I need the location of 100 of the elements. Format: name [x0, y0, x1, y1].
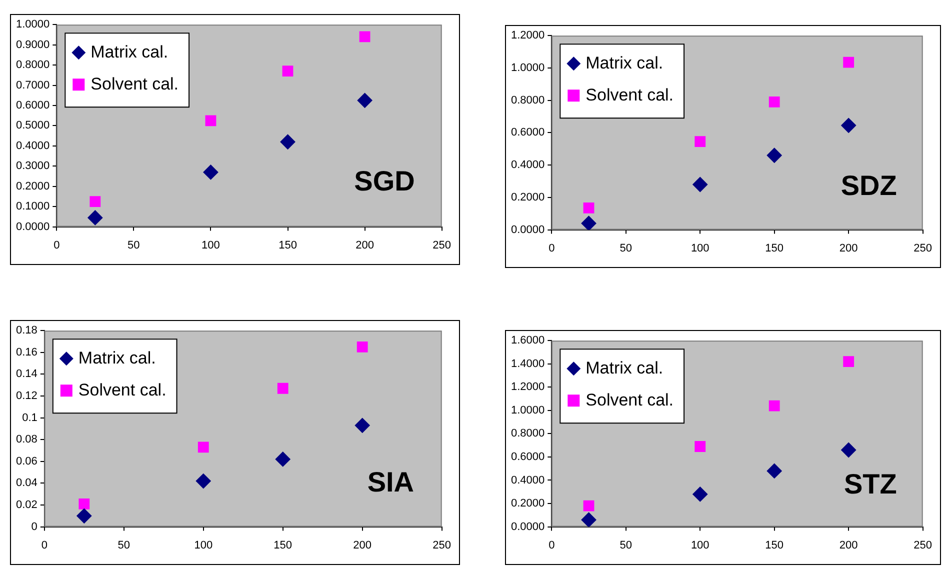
- point: [843, 356, 854, 367]
- legend-label: Solvent cal.: [586, 390, 674, 410]
- point: [203, 164, 218, 180]
- point: [198, 442, 209, 453]
- point: [196, 474, 211, 489]
- y-tick-label: 0: [31, 520, 38, 533]
- x-tick-label: 150: [274, 539, 292, 552]
- point: [90, 196, 101, 207]
- y-tick-label: 0.04: [16, 477, 38, 490]
- text: STZ: [844, 468, 897, 500]
- legend-label: Solvent cal.: [78, 380, 166, 400]
- y-tick-label: 0.8000: [510, 94, 545, 106]
- point: [277, 382, 288, 394]
- x-tick-label: 50: [128, 239, 140, 252]
- y-tick-label: 0.1: [22, 412, 38, 424]
- x-tick-label: 100: [690, 242, 710, 254]
- x-tick-label: 250: [914, 539, 932, 552]
- y-tick-label: 1.2000: [510, 30, 545, 42]
- x-tick-label: 250: [432, 239, 452, 252]
- legend-label: Solvent cal.: [90, 74, 179, 94]
- x-tick-label: 50: [118, 539, 130, 552]
- x-tick-label: 0: [548, 242, 555, 254]
- point: [583, 202, 594, 214]
- point: [694, 441, 706, 452]
- y-tick-label: 1.0000: [510, 404, 545, 416]
- y-tick-label: 0.6000: [510, 126, 545, 139]
- y-tick-label: 0.2000: [510, 191, 545, 204]
- y-tick-label: 0.9000: [16, 38, 50, 51]
- text: SDZ: [840, 170, 897, 201]
- point: [692, 176, 708, 192]
- y-tick-label: 0.8000: [510, 428, 545, 440]
- x-tick-label: 50: [620, 242, 632, 254]
- point: [356, 342, 368, 352]
- x-tick-label: 0: [548, 539, 555, 552]
- legend-label: Matrix cal.: [586, 53, 664, 72]
- y-tick-label: 0.5000: [16, 120, 50, 132]
- x-tick-label: 250: [432, 539, 452, 552]
- point: [841, 442, 856, 458]
- y-tick-label: 0.1000: [16, 200, 50, 213]
- point: [357, 92, 372, 108]
- x-tick-label: 150: [765, 539, 784, 552]
- y-tick-label: 1.0000: [510, 62, 545, 74]
- y-tick-label: 0.14: [16, 368, 38, 380]
- x-tick-label: 150: [765, 242, 784, 254]
- y-tick-label: 0.2000: [16, 180, 50, 192]
- y-tick-label: 0.4000: [510, 159, 545, 172]
- point: [768, 96, 780, 108]
- y-tick-label: 0.6000: [510, 451, 545, 464]
- x-tick-label: 200: [839, 539, 858, 552]
- point: [282, 66, 294, 77]
- x-tick-label: 100: [194, 539, 213, 552]
- y-tick-label: 0.2000: [510, 498, 545, 510]
- point: [766, 148, 782, 163]
- y-tick-label: 0.06: [16, 455, 38, 468]
- y-tick-label: 1.0000: [16, 18, 50, 31]
- y-tick-label: 0.3000: [16, 160, 50, 172]
- legend-label: Matrix cal.: [78, 348, 156, 368]
- y-tick-label: 0.6000: [16, 100, 50, 112]
- y-tick-label: 0.12: [16, 390, 38, 402]
- point: [694, 136, 706, 148]
- point: [768, 400, 780, 412]
- point: [581, 216, 596, 230]
- y-tick-label: 0.0000: [510, 520, 545, 533]
- y-tick-label: 0.0000: [16, 220, 50, 233]
- x-tick-label: 50: [620, 539, 632, 552]
- x-tick-label: 200: [353, 539, 372, 552]
- y-tick-label: 1.2000: [510, 381, 545, 394]
- point: [359, 31, 370, 42]
- point: [280, 134, 296, 150]
- point: [76, 508, 92, 524]
- point: [275, 452, 290, 467]
- y-tick-label: 0.4000: [510, 474, 545, 486]
- x-tick-label: 200: [839, 242, 858, 254]
- legend-label: Solvent cal.: [586, 85, 674, 104]
- y-tick-label: 0.18: [16, 324, 38, 337]
- y-tick-label: 0.0000: [510, 224, 545, 236]
- x-tick-label: 0: [54, 239, 60, 252]
- x-tick-label: 200: [356, 239, 374, 252]
- text: SIA: [367, 466, 414, 498]
- point: [581, 512, 596, 527]
- x-tick-label: 150: [278, 239, 297, 252]
- point: [78, 498, 90, 510]
- x-tick-label: 100: [690, 539, 710, 552]
- x-tick-label: 250: [914, 242, 932, 254]
- point: [841, 118, 856, 133]
- y-tick-label: 0.7000: [16, 79, 50, 92]
- y-tick-label: 0.4000: [16, 140, 50, 152]
- y-tick-label: 0.16: [16, 346, 38, 358]
- y-tick-label: 1.4000: [510, 358, 545, 370]
- text: SGD: [354, 165, 415, 196]
- y-tick-label: 0.02: [16, 499, 38, 512]
- point: [843, 56, 854, 68]
- point: [583, 500, 594, 512]
- point: [354, 418, 370, 433]
- point: [692, 486, 708, 502]
- legend-label: Matrix cal.: [586, 358, 664, 378]
- y-tick-label: 0.08: [16, 434, 38, 446]
- legend-label: Matrix cal.: [90, 42, 168, 62]
- point: [88, 210, 103, 226]
- point: [205, 115, 216, 126]
